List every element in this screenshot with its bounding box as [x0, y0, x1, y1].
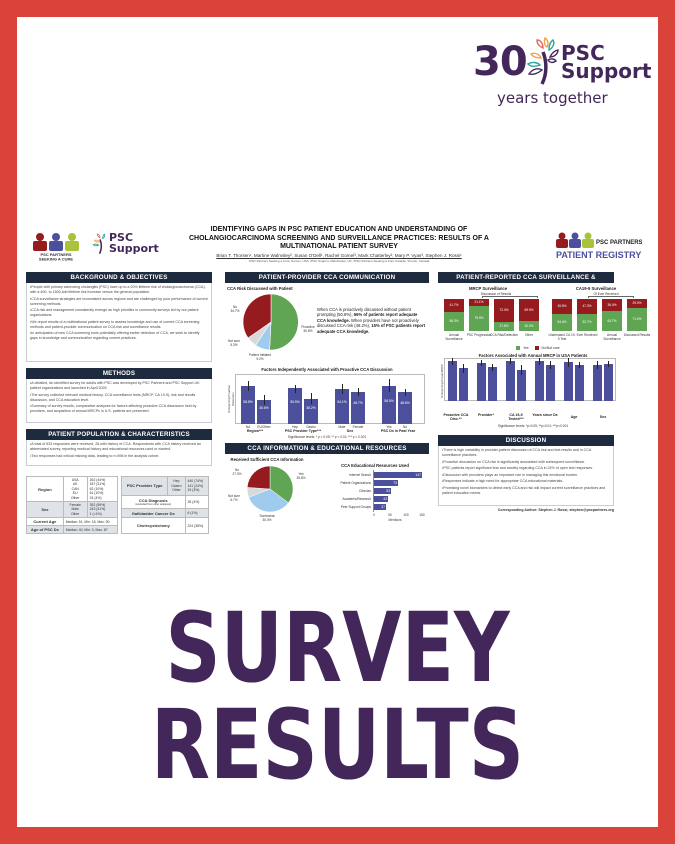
tree-icon	[526, 36, 559, 85]
logo-tagline: years together	[497, 89, 608, 107]
methods-section: METHODS A detailed, de-identified survey…	[26, 368, 212, 423]
proactive-discussion-chart: Factors Independently Associated with Pr…	[225, 367, 429, 440]
research-poster-thumbnail: PSC PARTNERS SEEKING A CURE PSC Support …	[22, 222, 652, 542]
section-heading: METHODS	[26, 368, 212, 379]
psc-partners-patient-registry-logo: PSC PARTNERS PATIENT REGISTRY	[556, 232, 642, 260]
poster-right-column: PATIENT-REPORTED CCA SURVEILLANCE & DISC…	[438, 272, 651, 512]
psc-partners-seeking-a-cure-logo: PSC PARTNERS SEEKING A CURE	[33, 233, 79, 262]
sufficient-info-pie	[247, 466, 293, 512]
logo-brand: PSC Support	[561, 41, 652, 83]
poster-left-column: BACKGROUND & OBJECTIVES People with prim…	[26, 272, 212, 535]
surveillance-legend: Yes No/Not sure	[516, 346, 560, 350]
discussion-section: DISCUSSION There is high variability in …	[438, 435, 614, 512]
poster-header: PSC PARTNERS SEEKING A CURE PSC Support …	[22, 222, 652, 264]
section-heading: PATIENT-REPORTED CCA SURVEILLANCE & DISC…	[438, 272, 614, 292]
clinical-characteristics-table: PSC Provider Type Hep Gastro Other 440 (74…	[120, 476, 210, 535]
psc-support-30-years-logo: 30 PSC Support years together	[473, 34, 652, 114]
poster-authors: Brian T. Thorsen¹, Martine Walmsley², Su…	[216, 253, 462, 258]
yes-swatch-icon	[516, 346, 520, 350]
section-heading: PATIENT-PROVIDER CCA COMMUNICATION	[225, 272, 429, 283]
section-heading: CCA INFORMATION & EDUCATIONAL RESOURCES	[225, 443, 429, 454]
logo-number: 30	[473, 39, 528, 85]
tree-icon	[92, 233, 106, 255]
background-section: BACKGROUND & OBJECTIVES People with prim…	[26, 272, 212, 362]
cca-risk-discussed-pie	[243, 294, 299, 350]
svg-text:PATIENT REGISTRY: PATIENT REGISTRY	[556, 250, 641, 260]
section-heading: DISCUSSION	[438, 435, 614, 446]
population-section: PATIENT POPULATION & CHARACTERISTICS A t…	[26, 429, 212, 535]
svg-text:SEEKING A CURE: SEEKING A CURE	[39, 257, 73, 262]
poster-title: IDENTIFYING GAPS IN PSC PATIENT EDUCATIO…	[189, 226, 489, 250]
demographics-table: Region USA UK CAN EU Other 262 (44%) 187 (31%…	[26, 475, 119, 535]
corresponding-author: Corresponding Author: Stephen J. Rossi, …	[497, 508, 614, 512]
annual-mrcp-factors-chart: Factors Associated with Annual MRCP in U…	[438, 353, 648, 431]
section-heading: BACKGROUND & OBJECTIVES	[26, 272, 212, 283]
surveillance-stacked-charts: MRCP Surveillance CA19-9 Surveillance Di…	[444, 286, 651, 350]
svg-text:PSC PARTNERS: PSC PARTNERS	[40, 252, 71, 257]
poster-middle-column: PATIENT-PROVIDER CCA COMMUNICATION CCA R…	[225, 272, 429, 524]
communication-callout: When CCA is proactively discussed withou…	[317, 307, 425, 334]
no-swatch-icon	[534, 346, 539, 350]
headline-line-1: SURVEY	[165, 592, 510, 704]
psc-support-small-logo: PSC Support	[92, 228, 162, 260]
section-heading: PATIENT POPULATION & CHARACTERISTICS	[26, 429, 212, 440]
headline-line-2: RESULTS	[150, 689, 525, 801]
svg-text:PSC PARTNERS: PSC PARTNERS	[596, 240, 642, 246]
poster-affiliations: ¹PSC Partners Seeking a Cure, Denver, US…	[248, 259, 430, 263]
